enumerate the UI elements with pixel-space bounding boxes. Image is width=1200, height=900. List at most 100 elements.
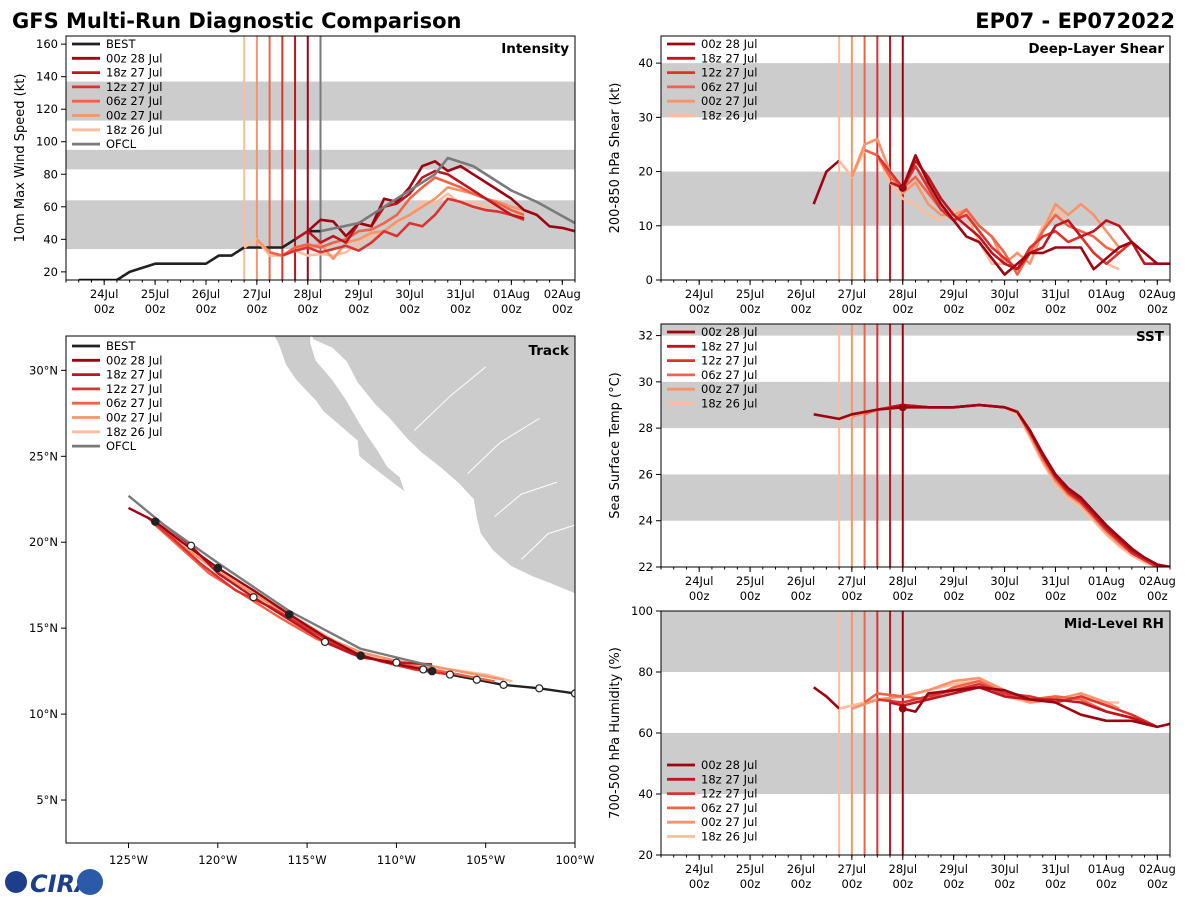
x-tick-label-day: 02Aug <box>1139 574 1176 588</box>
cira-logo: CIRA <box>5 869 103 898</box>
state-border-2 <box>494 481 558 517</box>
lon-tick-label: 105°W <box>466 853 505 867</box>
band-0 <box>661 733 1170 794</box>
x-tick-label-day: 24Jul <box>685 862 714 876</box>
x-tick-label-hour: 00z <box>791 589 812 603</box>
x-tick-label-hour: 00z <box>740 877 761 891</box>
x-tick-label-day: 28Jul <box>889 862 918 876</box>
x-tick-label-day: 30Jul <box>990 862 1019 876</box>
track-panel: 125°W 120°W 115°W 110°W 105°W 100°W 5°N 10°N 15°… <box>29 335 595 867</box>
x-tick-label-hour: 00z <box>450 302 471 316</box>
x-tick-label-hour: 00z <box>892 877 913 891</box>
state-border-0 <box>413 366 487 431</box>
series-00z-28-jul <box>812 686 841 710</box>
x-tick-label-day: 29Jul <box>939 574 968 588</box>
y-tick-label: 30 <box>638 110 653 124</box>
y-axis-label: Sea Surface Temp (°C) <box>608 372 623 519</box>
legend-label: 12z 27 Jul <box>106 382 163 396</box>
y-tick-label: 100 <box>36 135 58 149</box>
legend-label: 06z 27 Jul <box>701 801 758 815</box>
y-tick-label: 20 <box>638 165 653 179</box>
x-tick-label-day: 01Aug <box>493 287 530 301</box>
x-tick-label-day: 29Jul <box>939 287 968 301</box>
rh-panel: 24Jul00z25Jul00z26Jul00z27Jul00z28Jul00z… <box>608 604 1176 891</box>
forecast-position-marker <box>186 541 196 550</box>
x-tick-label-day: 02Aug <box>544 287 581 301</box>
x-tick-label-day: 25Jul <box>141 287 170 301</box>
map-area <box>127 336 575 698</box>
forecast-position-marker <box>213 563 223 573</box>
track-18z-27-jul <box>163 524 433 666</box>
track-ofcl <box>127 494 433 668</box>
forecast-position-marker <box>356 651 365 660</box>
lat-tick-label: 5°N <box>36 793 58 807</box>
x-tick-label-day: 31Jul <box>1041 574 1070 588</box>
legend-label: 00z 27 Jul <box>701 382 758 396</box>
best-position-marker <box>445 670 455 679</box>
y-tick-label: 120 <box>36 102 58 116</box>
y-axis-label: 10m Max Wind Speed (kt) <box>13 74 28 243</box>
y-tick-label: 20 <box>43 265 58 279</box>
x-tick-label-day: 29Jul <box>344 287 373 301</box>
logo-globe-icon <box>5 871 27 893</box>
x-tick-label-hour: 00z <box>943 589 964 603</box>
y-tick-label: 20 <box>638 848 653 862</box>
lat-tick-label: 10°N <box>29 707 58 721</box>
series-00z-28-jul <box>812 159 840 205</box>
x-tick-label-day: 28Jul <box>889 574 918 588</box>
y-tick-label: 0 <box>646 273 653 287</box>
series-00z-28-jul <box>901 154 1170 276</box>
shear-panel: 24Jul00z25Jul00z26Jul00z27Jul00z28Jul00z… <box>608 35 1176 316</box>
x-tick-label-hour: 00z <box>348 302 369 316</box>
best-position-marker <box>535 684 544 693</box>
x-tick-label-day: 30Jul <box>395 287 424 301</box>
series-ofcl <box>320 156 575 233</box>
y-axis-label: 200-850 hPa Shear (kt) <box>608 83 623 234</box>
band-0 <box>661 171 1170 226</box>
legend-label: 00z 28 Jul <box>701 37 758 51</box>
y-tick-label: 24 <box>638 514 653 528</box>
forecast-position-marker <box>320 637 330 647</box>
x-tick-label-day: 26Jul <box>787 862 816 876</box>
series-06z-27-jul <box>863 679 1133 720</box>
legend-label: 06z 27 Jul <box>701 368 758 382</box>
y-tick-label: 160 <box>36 37 58 51</box>
forecast-position-marker <box>284 610 294 619</box>
x-tick-label-hour: 00z <box>1147 589 1168 603</box>
legend-label: 00z 28 Jul <box>106 51 163 65</box>
forecast-position-marker <box>150 517 160 526</box>
legend-label: 00z 27 Jul <box>106 109 163 123</box>
x-tick-label-day: 30Jul <box>990 287 1019 301</box>
legend-label: 06z 27 Jul <box>106 396 163 410</box>
x-tick-label-day: 02Aug <box>1139 287 1176 301</box>
y-tick-label: 60 <box>638 726 653 740</box>
x-tick-label-hour: 00z <box>1045 589 1066 603</box>
x-tick-label-hour: 00z <box>1096 589 1117 603</box>
x-tick-label-hour: 00z <box>196 302 217 316</box>
series-18z-27-jul <box>889 159 1158 271</box>
x-tick-label-hour: 00z <box>994 302 1015 316</box>
band-2 <box>661 324 1170 336</box>
lon-tick-label: 115°W <box>288 853 327 867</box>
x-tick-label-hour: 00z <box>501 302 522 316</box>
init-marker <box>898 704 907 713</box>
lon-tick-label: 125°W <box>109 853 148 867</box>
init-marker <box>898 183 907 192</box>
series-18z-27-jul <box>294 169 525 244</box>
legend-label: 18z 26 Jul <box>701 109 758 123</box>
x-tick-label-hour: 00z <box>689 877 710 891</box>
x-tick-label-day: 29Jul <box>939 862 968 876</box>
legend-label: 12z 27 Jul <box>701 66 758 80</box>
x-tick-label-hour: 00z <box>892 589 913 603</box>
land-mainland <box>311 336 575 595</box>
series-12z-27-jul <box>876 154 1133 271</box>
x-tick-label-day: 27Jul <box>243 287 272 301</box>
x-tick-label-day: 31Jul <box>1041 862 1070 876</box>
x-tick-label-hour: 00z <box>740 589 761 603</box>
x-tick-label-hour: 00z <box>943 877 964 891</box>
best-position-marker <box>499 680 508 689</box>
x-tick-label-day: 26Jul <box>192 287 221 301</box>
legend-label: BEST <box>106 339 136 353</box>
x-tick-label-day: 28Jul <box>294 287 323 301</box>
